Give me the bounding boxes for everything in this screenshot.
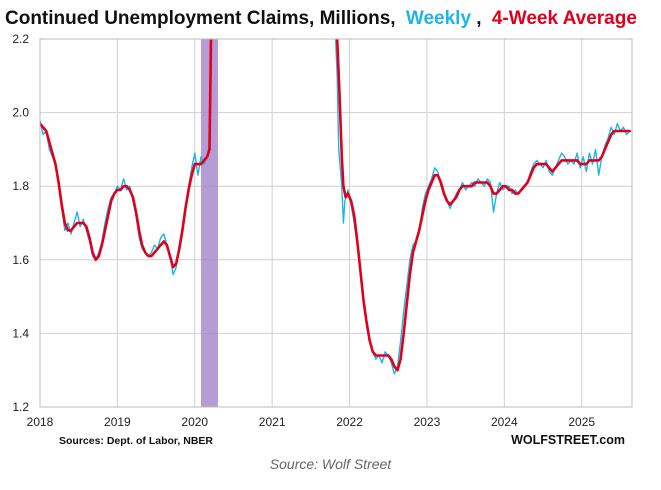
x-tick-label: 2025 [568, 415, 595, 429]
x-tick-label: 2019 [104, 415, 131, 429]
y-tick-label: 2.2 [12, 32, 29, 46]
image-caption: Source: Wolf Street [269, 456, 392, 472]
x-tick-label: 2024 [491, 415, 518, 429]
recession-band [200, 39, 218, 407]
x-tick-label: 2023 [414, 415, 441, 429]
series-lines [40, 39, 631, 375]
grid-lines [39, 38, 632, 408]
brand-watermark: WOLFSTREET.com [511, 433, 625, 447]
y-tick-label: 1.6 [12, 253, 29, 267]
x-tick-label: 2021 [259, 415, 286, 429]
y-axis-ticks: 1.2 1.4 1.6 1.8 2.0 2.2 [12, 32, 29, 414]
title-part-main: Continued Unemployment Claims, Millions, [5, 8, 396, 29]
x-axis-ticks: 2018 2019 2020 2021 2022 2023 2024 2025 [27, 415, 596, 429]
series-weekly-line [40, 39, 631, 375]
x-tick-label: 2022 [336, 415, 363, 429]
x-tick-label: 2020 [181, 415, 208, 429]
title-part-comma: , [476, 8, 481, 29]
y-tick-label: 1.8 [12, 179, 29, 193]
x-tick-label: 2018 [27, 415, 54, 429]
plot-frame [39, 38, 633, 408]
series-average-line [40, 39, 631, 372]
y-tick-label: 1.2 [12, 400, 29, 414]
y-tick-label: 2.0 [12, 106, 29, 120]
title-part-average: 4-Week Average [492, 8, 637, 29]
title-part-weekly: Weekly [406, 8, 472, 29]
source-note: Sources: Dept. of Labor, NBER [59, 435, 213, 447]
chart-title: Continued Unemployment Claims, Millions,… [5, 8, 637, 29]
y-tick-label: 1.4 [12, 326, 29, 340]
recession-shading [200, 39, 218, 407]
